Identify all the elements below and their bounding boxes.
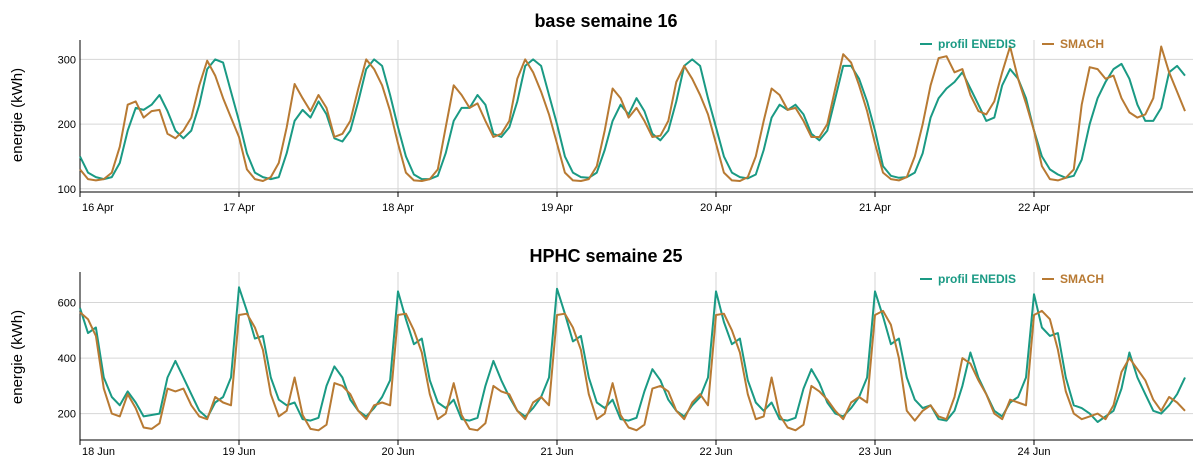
legend-label: profil ENEDIS — [938, 272, 1016, 286]
x-tick-label: 19 Jun — [222, 446, 255, 458]
x-tick-label: 22 Jun — [699, 446, 732, 458]
x-tick-label: 17 Apr — [223, 202, 255, 214]
y-tick-label: 100 — [58, 184, 76, 196]
x-tick-label: 22 Apr — [1018, 202, 1050, 214]
y-axis-label: energie (kWh) — [9, 310, 26, 404]
series-line-smach — [79, 309, 1186, 432]
x-tick-label: 21 Apr — [859, 202, 891, 214]
chart-legend: profil ENEDIS SMACH — [920, 37, 1104, 51]
y-tick-label: 300 — [58, 54, 76, 66]
legend-label: SMACH — [1060, 272, 1104, 286]
x-tick-label: 20 Apr — [700, 202, 732, 214]
x-tick-label: 23 Jun — [858, 446, 891, 458]
chart-title: base semaine 16 — [534, 11, 677, 31]
x-tick-label: 20 Jun — [381, 446, 414, 458]
y-tick-label: 200 — [58, 409, 76, 421]
y-tick-label: 200 — [58, 119, 76, 131]
chart-1: base semaine 16 100 200 300 16 Apr 17 Apr 18 A… — [9, 11, 1193, 214]
y-axis-label: energie (kWh) — [9, 68, 26, 162]
series-line-enedis — [79, 286, 1186, 423]
x-tick-label: 18 Apr — [382, 202, 414, 214]
series-line-enedis — [79, 58, 1186, 181]
legend-label: SMACH — [1060, 37, 1104, 51]
x-tick-label: 21 Jun — [540, 446, 573, 458]
x-tick-label: 16 Apr — [82, 202, 114, 214]
series-line-smach — [79, 45, 1186, 182]
chart-title: HPHC semaine 25 — [529, 246, 682, 266]
y-tick-label: 400 — [58, 353, 76, 365]
chart-2: HPHC semaine 25 200 400 600 18 Jun 19 Jun 20 J… — [9, 246, 1193, 458]
x-tick-label: 24 Jun — [1017, 446, 1050, 458]
x-tick-label: 19 Apr — [541, 202, 573, 214]
legend-label: profil ENEDIS — [938, 37, 1016, 51]
x-tick-label: 18 Jun — [82, 446, 115, 458]
y-tick-label: 600 — [58, 298, 76, 310]
chart-legend: profil ENEDIS SMACH — [920, 272, 1104, 286]
